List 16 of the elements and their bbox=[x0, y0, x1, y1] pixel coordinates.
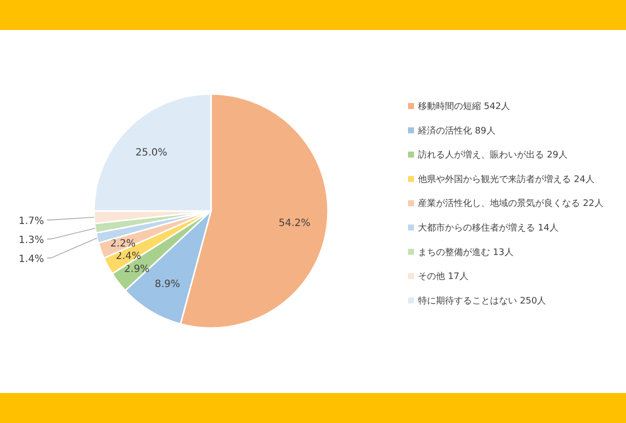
legend-label: 産業が活性化し、地域の景気が良くなる 22人 bbox=[418, 198, 604, 210]
data-label: 1.3% bbox=[18, 234, 44, 246]
data-label: 1.7% bbox=[18, 216, 44, 227]
legend-label: 経済の活性化 89人 bbox=[417, 125, 496, 136]
data-label: 25.0% bbox=[136, 147, 168, 158]
data-label: 8.9% bbox=[154, 279, 180, 290]
data-label: 54.2% bbox=[278, 218, 310, 230]
legend-label: 特に期待することはない 250人 bbox=[418, 295, 546, 306]
legend-label: その他 17人 bbox=[418, 271, 468, 282]
data-label: 2.2% bbox=[110, 238, 136, 250]
data-label: 1.4% bbox=[18, 254, 44, 265]
legend-label: まちの整備が進む 13人 bbox=[418, 246, 514, 258]
legend-label: 大都市からの移住者が増える 14人 bbox=[418, 222, 558, 234]
legend-label: 移動時間の短縮 542人 bbox=[418, 101, 510, 112]
legend-label: 他県や外国から観光で来訪者が増える 24人 bbox=[418, 174, 594, 185]
legend-label: 訪れる人が増え、賑わいが出る 29人 bbox=[418, 150, 568, 161]
